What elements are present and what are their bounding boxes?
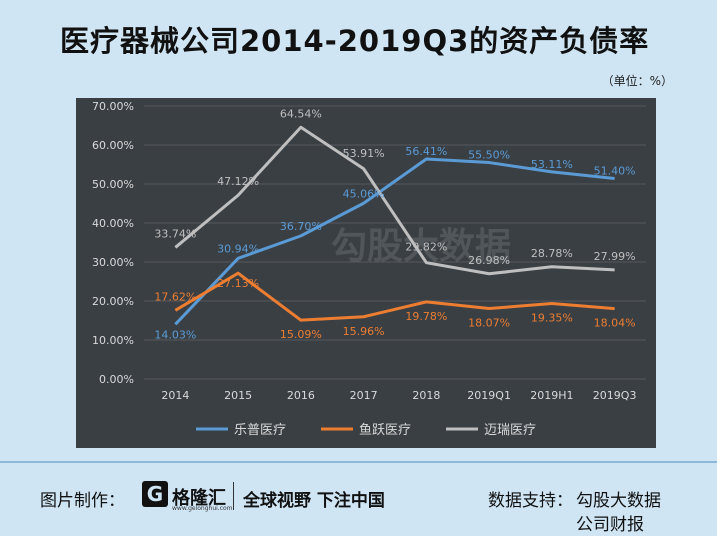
legend-label: 鱼跃医疗 [359,422,411,438]
logo-separator [233,482,234,510]
data-label: 18.04% [594,317,636,330]
x-tick-label: 2017 [350,389,378,402]
data-label: 29.82% [405,241,447,254]
source-item-2: 公司财报 [576,515,644,535]
x-tick-label: 2014 [161,389,189,402]
source-label: 数据支持： [488,491,573,511]
data-label: 53.91% [343,147,385,160]
made-by-label: 图片制作： [40,491,125,511]
chart-svg: 0.00% 10.00% 20.00% 30.00% 40.00% 50.00% 60.00… [92,100,646,438]
y-tick-label: 0.00% [99,373,134,386]
y-tick-label: 10.00% [92,334,134,347]
y-tick-label: 20.00% [92,295,134,308]
logo-icon: G [142,481,168,507]
data-label: 45.06% [343,187,385,200]
unit-label: （单位：%） [601,74,673,88]
line-chart: 0.00% 10.00% 20.00% 30.00% 40.00% 50.00% 60.00… [76,98,656,448]
legend-label: 迈瑞医疗 [484,423,536,438]
data-label: 64.54% [280,107,322,120]
x-tick-label: 2019Q1 [467,389,511,402]
data-label: 15.96% [343,325,385,338]
x-tick-label: 2019H1 [530,389,573,402]
data-label: 53.11% [531,158,573,171]
logo-name: 格隆汇 [172,488,226,509]
y-tick-label: 50.00% [92,178,134,191]
series-line [174,125,615,276]
y-tick-label: 70.00% [92,100,134,113]
footer-divider [0,461,717,463]
data-label: 14.03% [154,328,196,341]
source-item-1: 勾股大数据 [576,491,661,511]
x-tick-label: 2016 [287,389,315,402]
data-label: 55.50% [468,149,510,162]
slogan: 全球视野 下注中国 [243,491,385,511]
data-label: 28.78% [531,247,573,260]
data-label: 26.98% [468,254,510,267]
y-tick-label: 30.00% [92,256,134,269]
data-label: 56.41% [405,145,447,158]
y-tick-label: 60.00% [92,139,134,152]
y-tick-label: 40.00% [92,217,134,230]
data-label: 30.94% [217,242,259,255]
data-label: 27.99% [594,250,636,263]
data-label: 36.70% [280,220,322,233]
series-line [174,157,615,326]
series-line [174,271,615,322]
data-label: 33.74% [154,227,196,240]
watermark-text: 勾股大数据 [331,226,511,267]
data-label: 47.12% [217,175,259,188]
x-tick-label: 2015 [224,389,252,402]
logo-url: www.gelonghui.com [172,505,233,512]
legend-label: 乐普医疗 [234,423,286,438]
x-tick-label: 2018 [412,389,440,402]
x-tick-label: 2019Q3 [593,389,637,402]
data-label: 51.40% [594,165,636,178]
data-label: 17.62% [154,290,196,303]
data-label: 27.13% [217,277,259,290]
data-label: 18.07% [468,317,510,330]
page-title: 医疗器械公司2014-2019Q3的资产负债率 [60,24,650,58]
data-label: 19.35% [531,312,573,325]
data-label: 15.09% [280,328,322,341]
data-label: 19.78% [405,310,447,323]
